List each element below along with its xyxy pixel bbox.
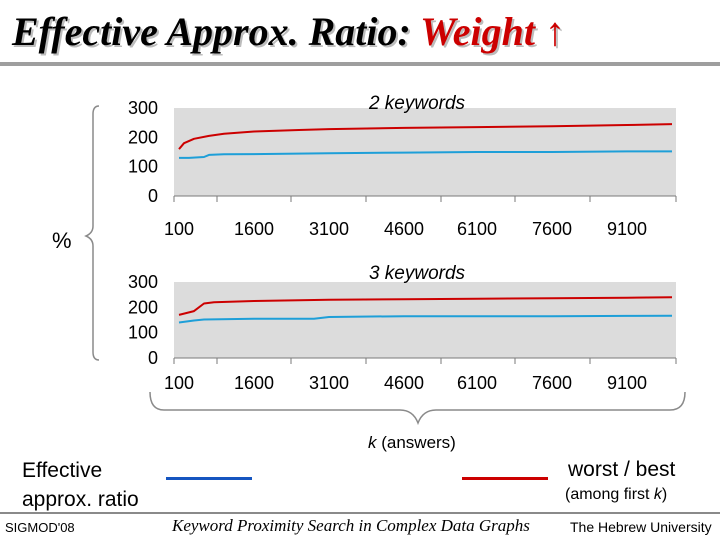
x-tick-label: 9100 [607, 219, 647, 239]
series-effective-line [179, 150, 672, 159]
title-accent: Weight ↑ [420, 9, 565, 54]
title-underline [0, 62, 720, 66]
y-tick-label: 0 [148, 186, 158, 206]
y-tick-label: 100 [128, 157, 158, 177]
chart-panel-1: 300 200 100 0 100 1600 3100 4600 6100 7600 9100 2 k… [128, 93, 677, 239]
x-tick-label: 7600 [532, 373, 572, 393]
bottom-brace [149, 391, 686, 426]
footer-rule [0, 512, 720, 514]
x-tick-label: 100 [164, 373, 194, 393]
x-tick-label: 1600 [234, 219, 274, 239]
x-tick-label: 3100 [309, 219, 349, 239]
series-worst-best-line [178, 296, 673, 316]
left-brace [84, 105, 100, 361]
legend-worst-best-label: worst / best [568, 458, 676, 481]
y-tick-label: 0 [148, 348, 158, 368]
panel-title: 3 keywords [369, 263, 466, 284]
x-tick-label: 7600 [532, 219, 572, 239]
title-main: Effective Approx. Ratio: [12, 9, 421, 54]
series-worst-best-line [178, 123, 673, 150]
footer-talk-title: Keyword Proximity Search in Complex Data… [172, 516, 530, 535]
y-axis-unit: % [52, 228, 72, 253]
legend-note-pre: (among first [565, 486, 654, 503]
x-tick-label: 1600 [234, 373, 274, 393]
plot-area [174, 282, 676, 358]
legend-note-var: k [653, 486, 662, 503]
x-axis-label-var: k [368, 433, 377, 452]
panel-title: 2 keywords [368, 93, 466, 114]
slide-title: Effective Approx. Ratio: Weight ↑ [12, 8, 565, 55]
footer-conference: SIGMOD'08 [5, 520, 75, 535]
chart-panel-2: 300 200 100 0 100 1600 3100 4600 6100 7600 9100 3 k… [128, 263, 677, 393]
y-tick-label: 200 [128, 297, 158, 317]
legend-effective-line1: Effective [22, 459, 103, 482]
x-axis-label: k (answers) [368, 433, 456, 453]
y-tick-label: 300 [128, 98, 158, 118]
footer-affiliation: The Hebrew University [570, 519, 712, 535]
x-tick-label: 3100 [309, 373, 349, 393]
x-axis-label-rest: (answers) [376, 433, 456, 452]
legend-worst-best-swatch [462, 477, 548, 480]
y-tick-label: 300 [128, 272, 158, 292]
x-tick-label: 9100 [607, 373, 647, 393]
y-tick-label: 200 [128, 127, 158, 147]
y-tick-label: 100 [128, 323, 158, 343]
legend-effective-swatch [166, 477, 252, 480]
x-tick-label: 6100 [457, 219, 497, 239]
legend-note-post: ) [661, 486, 668, 503]
legend-effective-line2: approx. ratio [22, 488, 139, 511]
x-tick-label: 4600 [384, 373, 424, 393]
legend-worst-best-note: (among first k) [565, 486, 667, 504]
x-tick-label: 100 [164, 219, 194, 239]
series-effective-line [178, 314, 673, 324]
x-tick-label: 4600 [384, 219, 424, 239]
x-tick-label: 6100 [457, 373, 497, 393]
legend-effective-label: Effective approx. ratio [22, 456, 139, 514]
